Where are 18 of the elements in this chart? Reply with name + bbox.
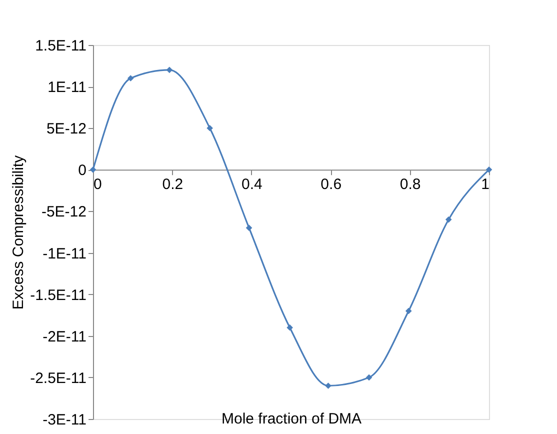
x-tick-label: 0.8 [400,176,421,194]
y-axis-title: Excess Compressibility [10,154,28,310]
y-tick-label: -1E-11 [42,245,86,262]
y-tick-label: -5E-12 [41,204,86,221]
x-tick-label: 0.2 [162,176,184,194]
y-tick-label: -2.5E-11 [30,370,86,387]
x-tick-label: 0.6 [320,176,342,194]
y-tick-label: -1.5E-11 [30,286,86,304]
x-tick-label: 0 [94,176,102,194]
y-tick-label: 1.5E-11 [35,38,86,54]
y-tick-label: -2E-11 [42,328,86,346]
y-tick-label: 0 [78,162,86,180]
x-tick-label: 1 [481,176,490,194]
x-axis-title: Mole fraction of DMA [221,410,362,428]
y-tick-label: -3E-11 [42,412,86,428]
x-tick-label: 0.4 [241,176,262,194]
y-tick-label: 1E-11 [48,79,86,96]
y-tick-label: 5E-12 [46,120,86,138]
